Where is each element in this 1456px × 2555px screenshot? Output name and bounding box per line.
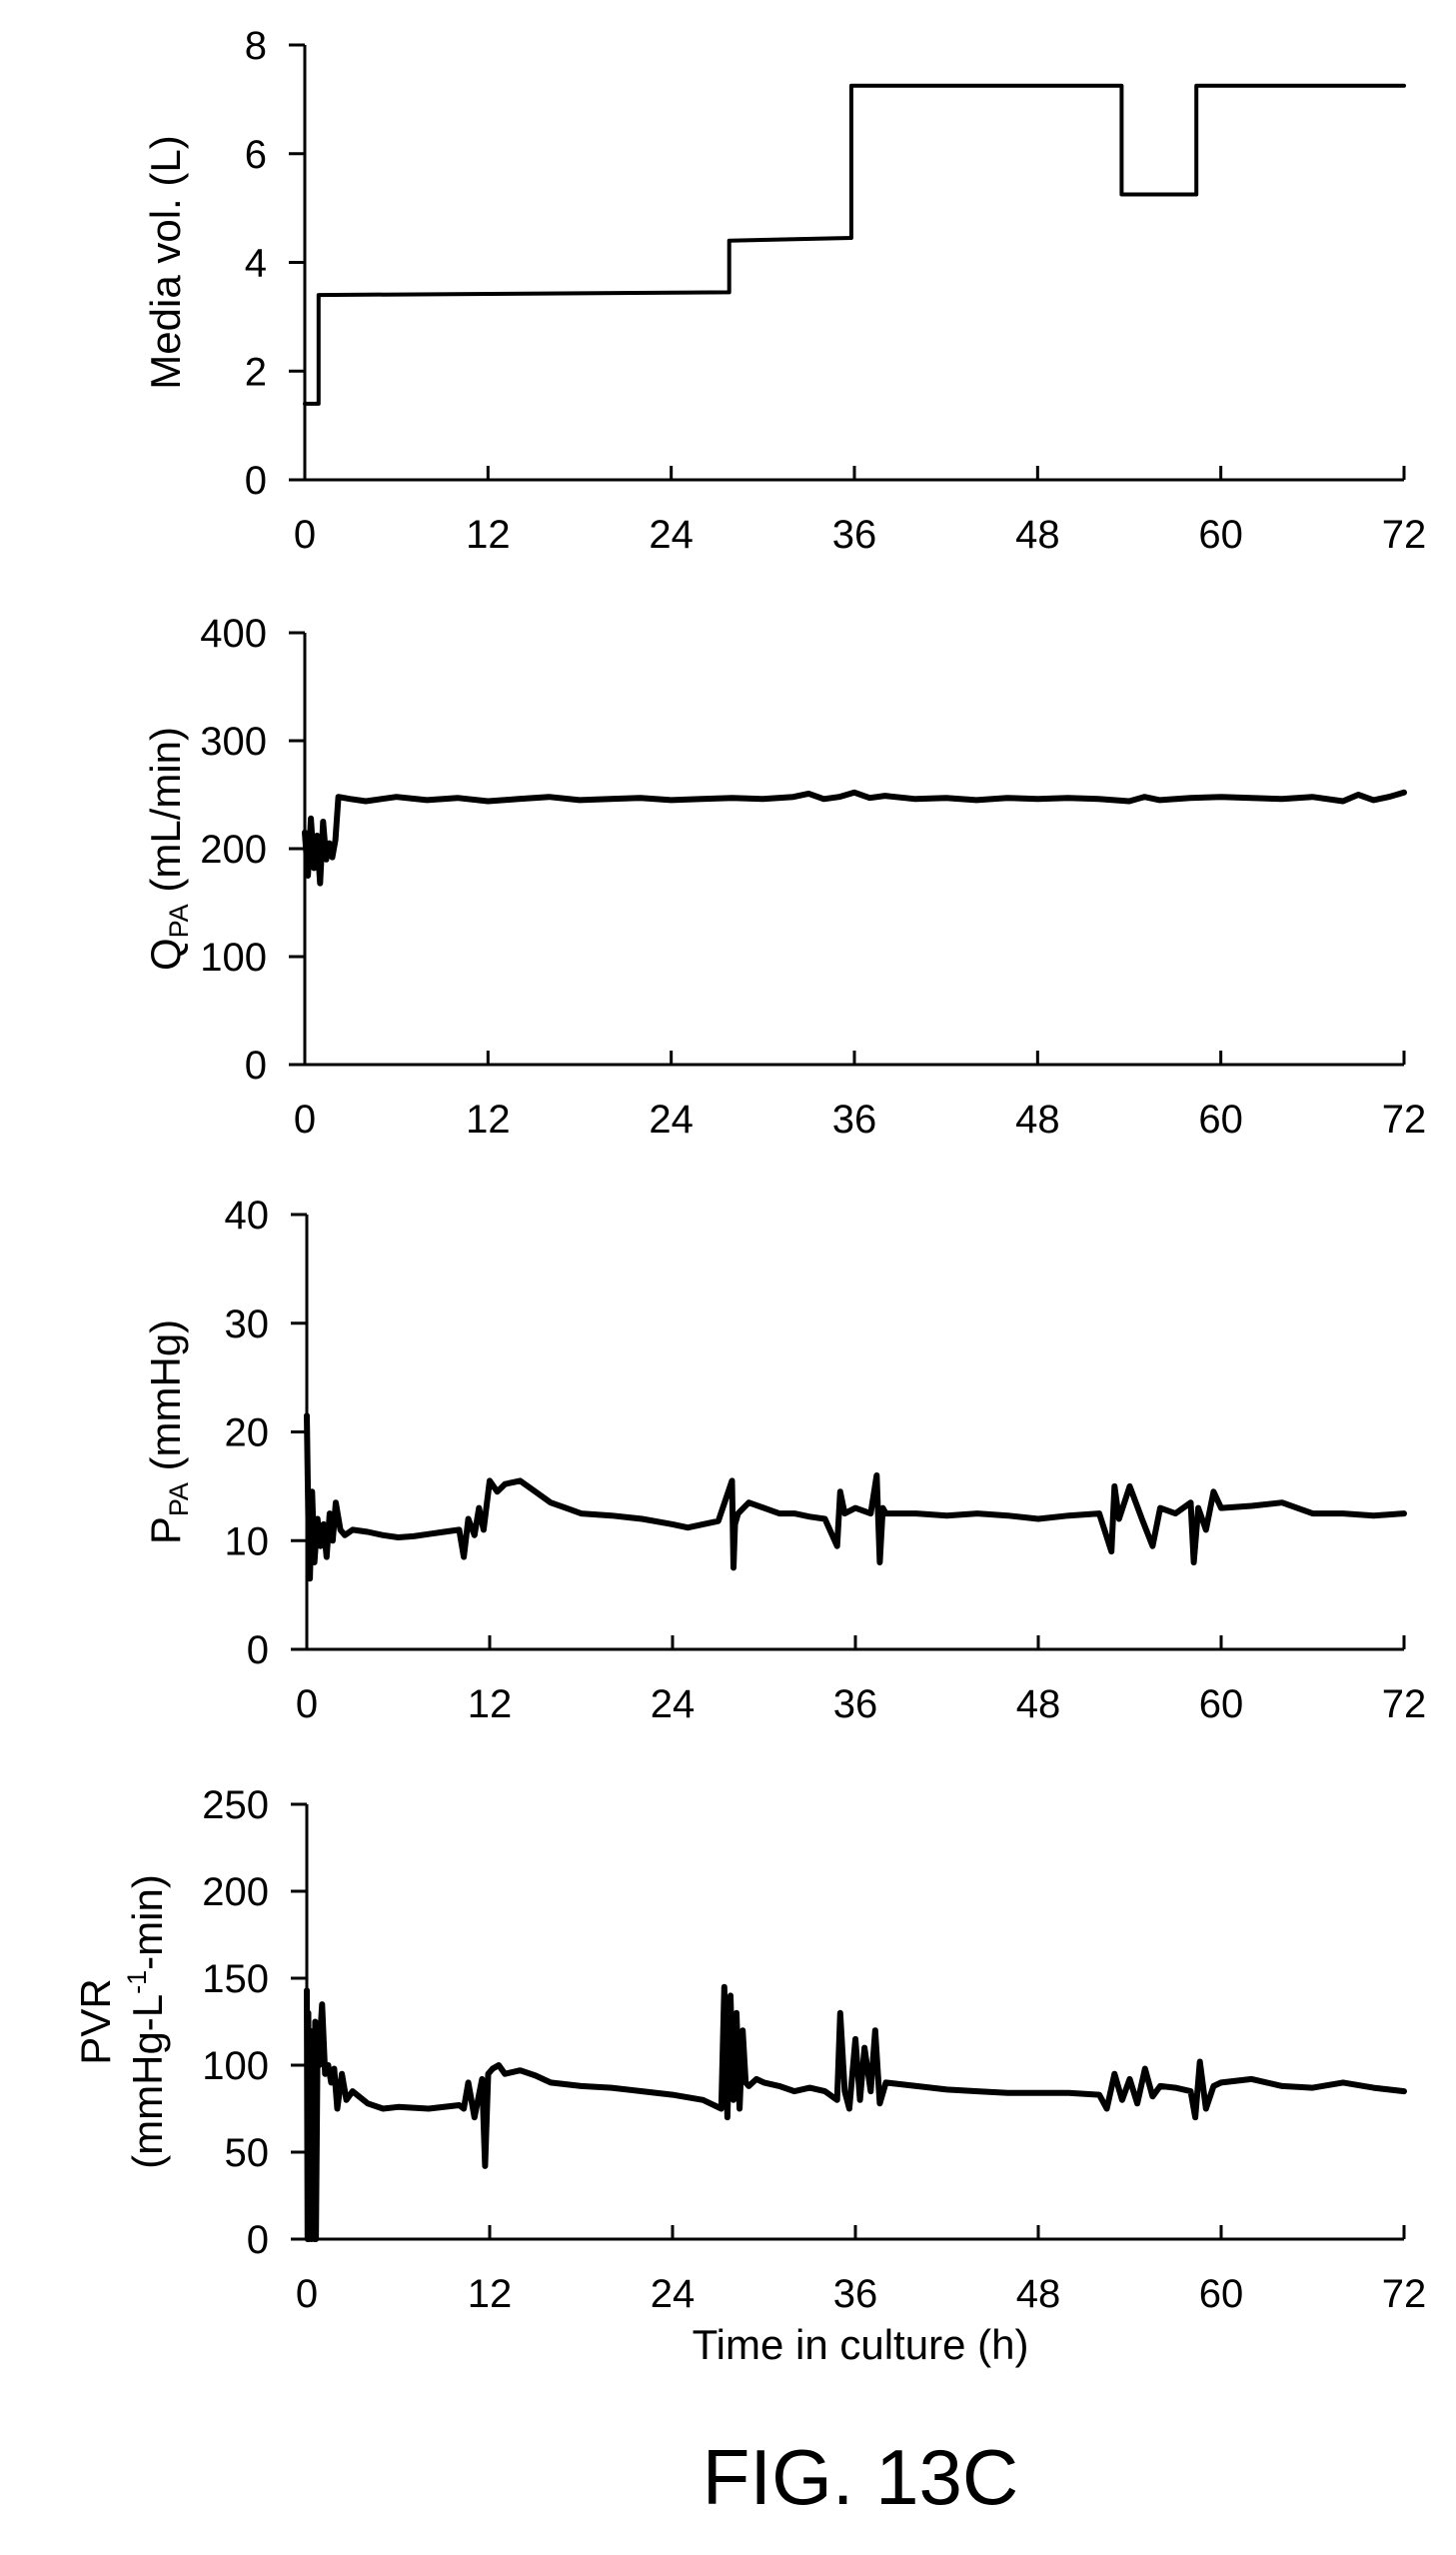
y-axis-label-unit-rest: -min) bbox=[124, 1874, 171, 1970]
pressure-plot: 0 12 24 36 48 60 72 0 10 20 30 40 PPA (mmHg) bbox=[142, 1194, 1426, 1726]
y-axis-label-symbol: P bbox=[142, 1516, 189, 1544]
y-axis-label-unit: (mmHg-L bbox=[124, 1994, 171, 2169]
x-tick-label: 60 bbox=[1198, 513, 1243, 557]
y-axis-label: PPA (mmHg) bbox=[142, 1319, 194, 1544]
y-tick-label: 0 bbox=[247, 2218, 269, 2262]
x-tick-label: 60 bbox=[1199, 2272, 1244, 2316]
x-tick-label: 72 bbox=[1382, 1682, 1427, 1726]
series-line bbox=[304, 1412, 1407, 1582]
y-tick-label: 250 bbox=[202, 1783, 269, 1827]
x-tick-label: 72 bbox=[1382, 2272, 1427, 2316]
y-tick-label: 40 bbox=[225, 1194, 270, 1238]
y-axis-label-symbol: Q bbox=[142, 938, 189, 971]
x-tick-label: 60 bbox=[1199, 1682, 1244, 1726]
x-tick-label: 72 bbox=[1382, 513, 1427, 557]
x-tick-label: 36 bbox=[832, 513, 877, 557]
y-axis-label-line1: PVR bbox=[72, 1978, 119, 2064]
x-tick-label: 12 bbox=[468, 1682, 513, 1726]
x-tick-label: 60 bbox=[1198, 1098, 1243, 1142]
y-tick-label: 0 bbox=[247, 1628, 269, 1672]
x-axis-label: Time in culture (h) bbox=[693, 2321, 1029, 2368]
y-tick-label: 6 bbox=[245, 133, 267, 177]
y-tick-label: 20 bbox=[225, 1411, 270, 1455]
y-tick-label: 100 bbox=[200, 936, 267, 980]
y-tick-label: 400 bbox=[200, 612, 267, 656]
x-tick-label: 24 bbox=[651, 2272, 696, 2316]
y-tick-label: 200 bbox=[200, 828, 267, 872]
y-axis-label-unit: (mmHg) bbox=[142, 1319, 189, 1482]
pvr-plot: 0 12 24 36 48 60 72 0 50 100 150 200 250 PVR (mmHg-L-1… bbox=[72, 1783, 1426, 2316]
x-tick-label: 24 bbox=[651, 1682, 696, 1726]
x-tick-label: 36 bbox=[832, 1098, 877, 1142]
x-tick-label: 0 bbox=[294, 1098, 316, 1142]
y-axis-label: Media vol. (L) bbox=[142, 135, 189, 389]
y-tick-label: 50 bbox=[225, 2131, 270, 2175]
series-line bbox=[303, 83, 1406, 406]
x-tick-label: 48 bbox=[1015, 1098, 1060, 1142]
y-tick-label: 30 bbox=[225, 1302, 270, 1346]
y-axis-label-unit: (mL/min) bbox=[142, 727, 189, 904]
y-axis-label: QPA (mL/min) bbox=[142, 727, 194, 971]
x-tick-label: 12 bbox=[466, 513, 511, 557]
y-tick-label: 200 bbox=[202, 1870, 269, 1914]
y-tick-label: 150 bbox=[202, 1957, 269, 2001]
x-tick-label: 36 bbox=[833, 1682, 878, 1726]
x-tick-label: 0 bbox=[294, 513, 316, 557]
figure-caption: FIG. 13C bbox=[703, 2433, 1018, 2521]
y-axis-label-line2: (mmHg-L-1-min) bbox=[122, 1874, 171, 2169]
x-tick-label: 12 bbox=[466, 1098, 511, 1142]
series-line bbox=[302, 789, 1407, 887]
y-tick-label: 4 bbox=[245, 242, 267, 286]
series-line bbox=[304, 1983, 1407, 2242]
x-tick-label: 12 bbox=[468, 2272, 513, 2316]
x-tick-label: 36 bbox=[833, 2272, 878, 2316]
x-tick-label: 0 bbox=[296, 1682, 318, 1726]
y-tick-label: 100 bbox=[202, 2044, 269, 2088]
y-tick-label: 8 bbox=[245, 24, 267, 68]
x-tick-label: 72 bbox=[1382, 1098, 1427, 1142]
y-tick-label: 0 bbox=[245, 1044, 267, 1088]
x-tick-label: 48 bbox=[1015, 513, 1060, 557]
y-axis-label-subscript: PA bbox=[164, 1482, 194, 1516]
x-tick-label: 24 bbox=[649, 513, 694, 557]
x-tick-label: 0 bbox=[296, 2272, 318, 2316]
y-tick-label: 10 bbox=[225, 1519, 270, 1563]
y-axis-label-superscript: -1 bbox=[122, 1970, 152, 1994]
x-tick-label: 48 bbox=[1016, 2272, 1061, 2316]
flow-rate-plot: 0 12 24 36 48 60 72 0 100 200 300 400 QPA (mL/min) bbox=[142, 612, 1426, 1142]
y-axis-label-subscript: PA bbox=[164, 904, 194, 938]
y-tick-label: 2 bbox=[245, 350, 267, 394]
y-tick-label: 300 bbox=[200, 720, 267, 764]
y-tick-label: 0 bbox=[245, 459, 267, 503]
x-tick-label: 24 bbox=[649, 1098, 694, 1142]
x-tick-label: 48 bbox=[1016, 1682, 1061, 1726]
